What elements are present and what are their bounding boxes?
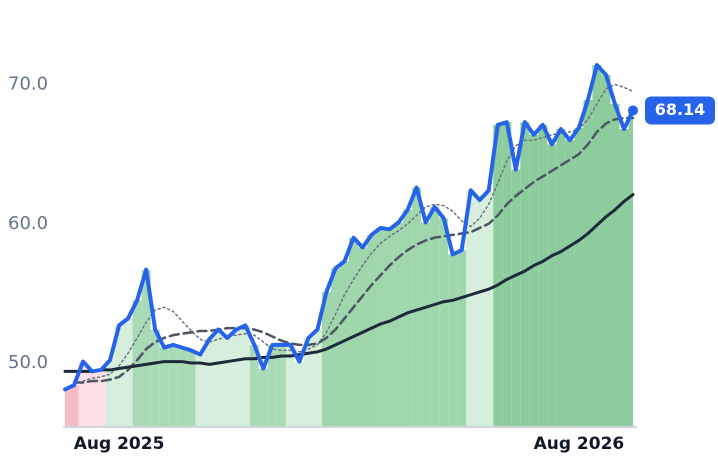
area-step [592, 65, 602, 427]
area-step [403, 209, 413, 427]
area-step [610, 104, 620, 427]
area-step [150, 329, 160, 427]
series-line [63, 63, 635, 392]
area-step [349, 237, 359, 427]
series-line [63, 193, 635, 373]
area-step [493, 124, 503, 427]
area-step [502, 122, 512, 428]
area-step [65, 389, 70, 427]
area-step [367, 234, 377, 427]
area-step [394, 222, 404, 427]
area-step [556, 129, 566, 428]
area-step [195, 354, 205, 427]
area-step [457, 250, 467, 427]
last-point [628, 105, 638, 116]
area-step [96, 369, 106, 427]
area-step [565, 140, 575, 427]
area-step [213, 329, 223, 427]
area-step [439, 218, 449, 427]
area-step [285, 344, 295, 427]
area-step [475, 200, 485, 427]
area-step [105, 360, 115, 427]
area-step [78, 361, 88, 427]
y-tick-label: 50.0 [8, 352, 48, 373]
area-step [222, 337, 232, 427]
area-step [276, 344, 286, 427]
area-step [376, 227, 386, 427]
area-step [258, 368, 268, 427]
area-step [177, 347, 187, 427]
area-step [430, 207, 440, 427]
area-step [619, 129, 629, 428]
area-step [412, 187, 422, 427]
series-line [72, 116, 635, 384]
value-badge [645, 96, 715, 125]
area-step [240, 325, 250, 427]
x-tick-label: Aug 2025 [74, 434, 165, 454]
value-label: 68.14 [655, 100, 706, 119]
area-step [312, 329, 322, 427]
area-step [520, 122, 530, 428]
area-step [123, 318, 133, 427]
area-step [448, 254, 458, 427]
area-step [330, 268, 340, 427]
area-step [583, 99, 593, 427]
area-step [204, 339, 214, 427]
area-step [87, 371, 97, 427]
area-step [267, 344, 277, 427]
x-tick-label: Aug 2026 [534, 434, 625, 454]
y-tick-label: 60.0 [8, 213, 48, 234]
area-step [303, 337, 313, 427]
area-step [421, 222, 431, 427]
area-step [159, 347, 169, 427]
area-step [339, 261, 349, 427]
area-step [628, 110, 633, 427]
area-step [601, 74, 611, 427]
y-tick-label: 70.0 [8, 74, 48, 95]
area-step [231, 329, 241, 427]
area-step [358, 247, 368, 427]
area-step [574, 127, 584, 427]
area-step [538, 124, 548, 427]
area-step [484, 190, 494, 427]
area-step [511, 169, 521, 427]
area-step [466, 190, 476, 427]
area-step [385, 229, 395, 427]
area-step [168, 344, 178, 427]
area-step [69, 385, 79, 427]
area-step [547, 144, 557, 427]
area-step [321, 291, 331, 427]
area-step [249, 344, 259, 427]
area-step [186, 350, 196, 427]
area-step [132, 300, 142, 427]
area-step [294, 361, 304, 427]
series-line [82, 83, 634, 382]
area-step [529, 134, 539, 427]
